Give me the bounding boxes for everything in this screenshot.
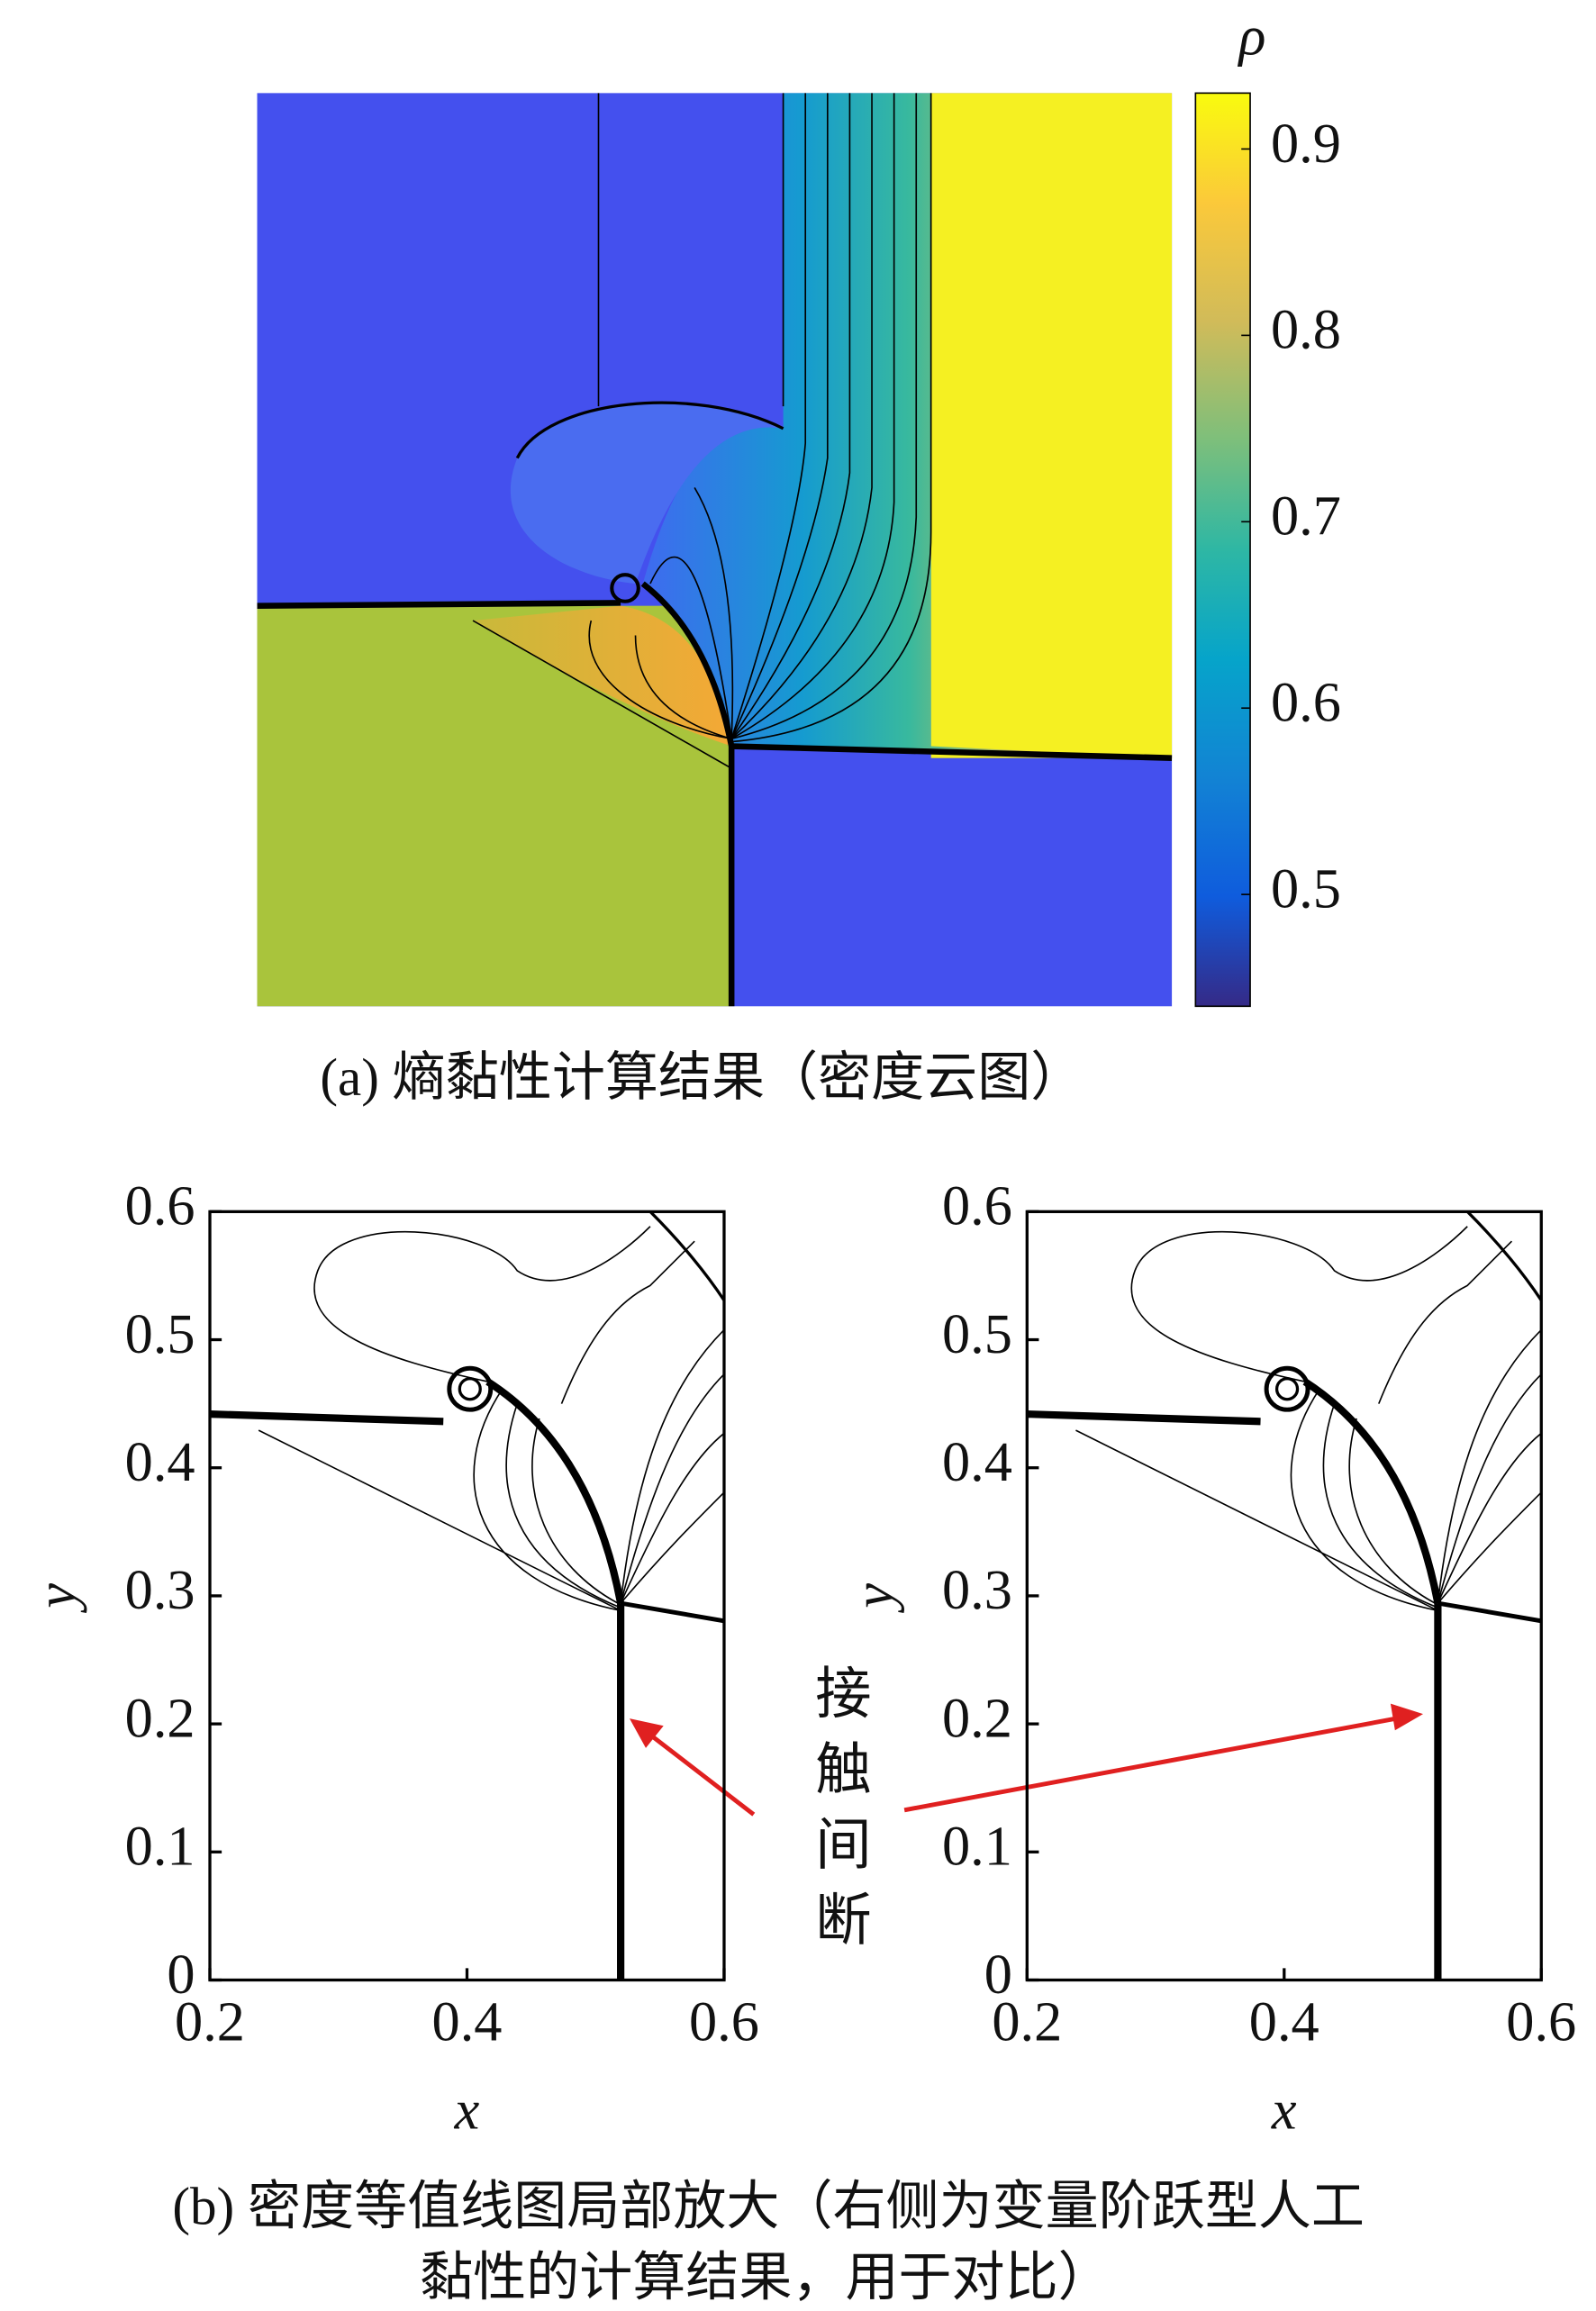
y-tick-label: 0.6: [942, 1175, 1012, 1237]
x-tick-label: 0.2: [175, 1990, 245, 2053]
colorbar-tick-label: 0.7: [1271, 485, 1341, 548]
colorbar-tick-label: 0.6: [1271, 672, 1341, 734]
arrows: [629, 1703, 1424, 1817]
contour-lines-left: [210, 1211, 724, 1980]
x-tick-label: 0.4: [1249, 1990, 1319, 2053]
plot-frame: [1025, 1210, 1543, 1982]
colorbar-label: ρ: [1238, 5, 1266, 67]
colorbar: [1194, 92, 1251, 1008]
y-tick-label: 0.2: [125, 1687, 195, 1749]
y-tick-label: 0.2: [942, 1687, 1012, 1749]
colorbar-tick-label: 0.9: [1271, 113, 1341, 175]
x-tick-label: 0.4: [432, 1990, 503, 2053]
y-tick-label: 0.5: [942, 1303, 1012, 1365]
y-tick-label: 0.1: [125, 1816, 195, 1878]
colorbar-tick-label: 0.5: [1271, 857, 1341, 920]
colorbar-tick-label: 0.8: [1271, 299, 1341, 361]
y-tick-label: 0: [984, 1944, 1012, 2006]
x-tick-label: 0.2: [992, 1990, 1062, 2053]
y-axis-label: y: [843, 1583, 905, 1614]
x-axis-label: x: [1271, 2080, 1297, 2142]
x-axis-label: x: [454, 2080, 480, 2142]
caption-a: (a) 熵黏性计算结果（密度云图）: [320, 1047, 1084, 1107]
plot-frame: [208, 1210, 726, 1982]
caption-b-line1: (b) 密度等值线图局部放大（右侧为变量阶跃型人工: [172, 2177, 1365, 2236]
contour-lines-right: [1027, 1211, 1541, 1980]
annotation: 接触间断: [806, 1663, 870, 1965]
x-tick-label: 0.6: [1506, 1990, 1576, 2053]
y-tick-label: 0.3: [942, 1559, 1012, 1621]
y-tick-label: 0: [167, 1944, 195, 2006]
y-tick-label: 0.3: [125, 1559, 195, 1621]
y-tick-label: 0.6: [125, 1175, 195, 1237]
y-tick-label: 0.1: [942, 1816, 1012, 1878]
x-tick-label: 0.6: [689, 1990, 759, 2053]
density-field: [257, 93, 1175, 1007]
y-axis-label: y: [25, 1583, 87, 1614]
y-tick-label: 0.4: [942, 1431, 1012, 1493]
y-tick-label: 0.4: [125, 1431, 195, 1493]
caption-b-line2: 黏性的计算结果，用于对比）: [420, 2247, 1111, 2306]
y-tick-label: 0.5: [125, 1303, 195, 1365]
